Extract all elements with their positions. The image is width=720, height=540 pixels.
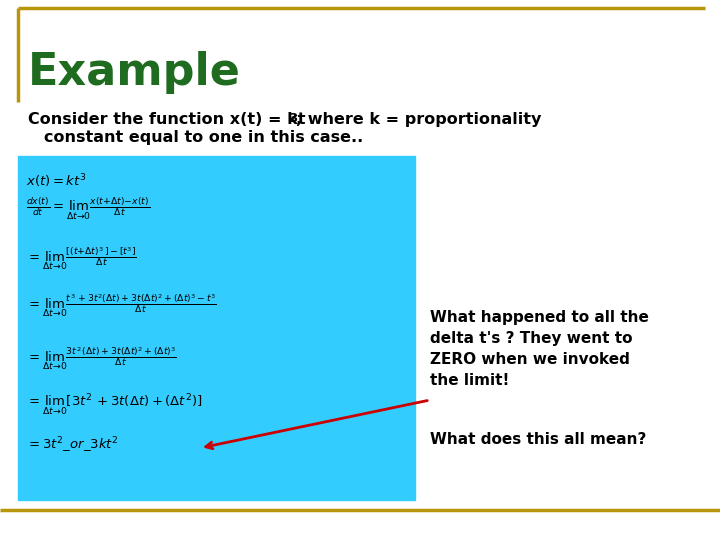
Text: $= \lim_{\Delta t \to 0} \frac{t^3 + 3t^2(\Delta t) + 3t(\Delta t)^2 + (\Delta t: $= \lim_{\Delta t \to 0} \frac{t^3 + 3t^… [26,292,217,319]
Text: Consider the function x(t) = kt: Consider the function x(t) = kt [28,112,305,127]
Text: Example: Example [28,51,241,93]
Text: $x(t) = kt^3$: $x(t) = kt^3$ [26,172,87,190]
Text: $= \lim_{\Delta t \to 0} \frac{3t^2(\Delta t) + 3t(\Delta t)^2 + (\Delta t)^3}{\: $= \lim_{\Delta t \to 0} \frac{3t^2(\Del… [26,345,177,372]
Text: $= 3t^2\_or\_3kt^2$: $= 3t^2\_or\_3kt^2$ [26,435,119,455]
Text: $\frac{dx(t)}{dt} = \lim_{\Delta t \to 0} \frac{x(t + \Delta t) - x(t)}{\Delta t: $\frac{dx(t)}{dt} = \lim_{\Delta t \to 0… [26,196,150,222]
Text: What does this all mean?: What does this all mean? [430,432,647,447]
Text: constant equal to one in this case..: constant equal to one in this case.. [44,130,364,145]
Text: $= \lim_{\Delta t \to 0}[3t^2 + 3t(\Delta t) + (\Delta t^2)]$: $= \lim_{\Delta t \to 0}[3t^2 + 3t(\Delt… [26,393,202,418]
Text: 3: 3 [288,112,297,125]
Text: , where k = proportionality: , where k = proportionality [296,112,541,127]
Text: $= \lim_{\Delta t \to 0} \frac{[(t + \Delta t)^3] - [t^3]}{\Delta t}$: $= \lim_{\Delta t \to 0} \frac{[(t + \De… [26,245,137,272]
Bar [18,156,415,500]
Text: What happened to all the
delta t's ? They went to
ZERO when we invoked
the limit: What happened to all the delta t's ? The… [430,310,649,388]
